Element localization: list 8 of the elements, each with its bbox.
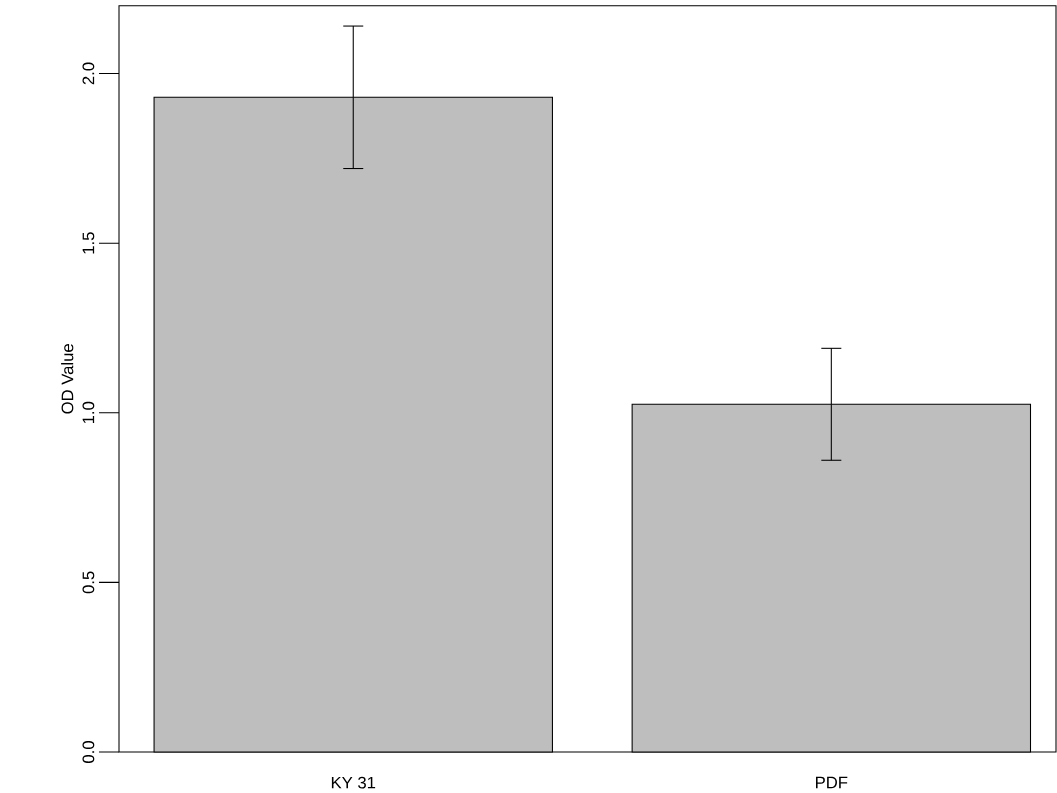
y-tick-label: 0.5 xyxy=(82,571,95,594)
y-tick-label: 1.0 xyxy=(82,401,95,424)
x-tick-label: KY 31 xyxy=(331,776,376,789)
y-axis-title: OD Value xyxy=(61,344,74,414)
y-tick-label: 0.0 xyxy=(82,741,95,763)
x-tick-label: PDF xyxy=(816,776,848,789)
y-tick-label: 1.5 xyxy=(82,232,95,254)
y-tick-label: 2.0 xyxy=(82,62,95,85)
